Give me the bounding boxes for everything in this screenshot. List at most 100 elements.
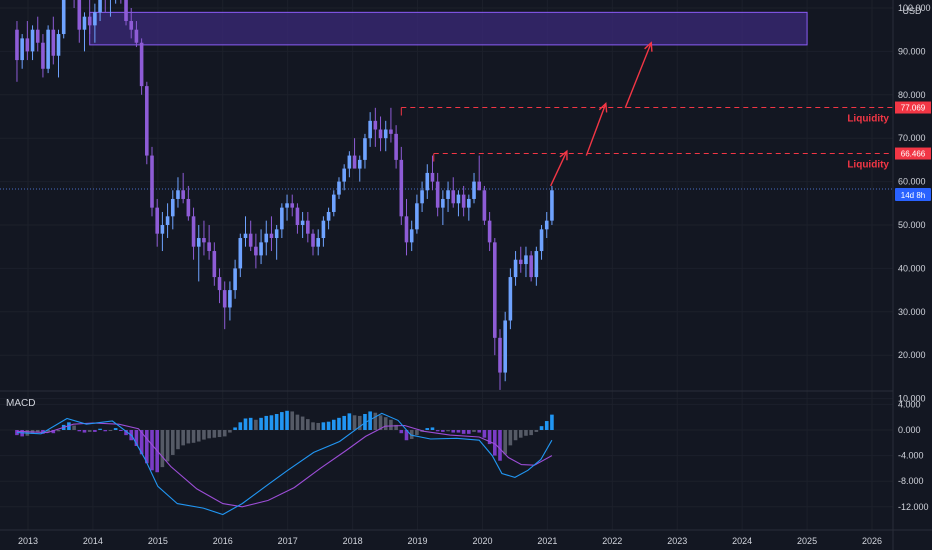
candle-body <box>93 12 97 26</box>
candle-body <box>539 229 544 252</box>
x-tick-label: 2024 <box>732 536 752 546</box>
x-tick-label: 2019 <box>408 536 428 546</box>
price-tick-label: 30.000 <box>898 307 926 317</box>
candle-down <box>51 16 56 65</box>
macd-histogram-bar <box>46 430 50 432</box>
candle-body <box>228 290 232 308</box>
candle-down <box>529 251 533 282</box>
candle-down <box>207 225 211 260</box>
candle-down <box>186 185 191 221</box>
price-tick-label: 40.000 <box>898 263 926 273</box>
macd-histogram-bar <box>160 430 165 468</box>
candle-body <box>524 255 528 265</box>
candle-body <box>420 190 424 204</box>
candle-body <box>243 233 248 239</box>
candle-up <box>368 112 372 147</box>
candle-up <box>508 268 513 330</box>
candle-body <box>139 42 144 87</box>
candle-body <box>342 168 346 182</box>
candle-up <box>337 177 341 199</box>
macd-title[interactable]: MACD <box>6 398 35 409</box>
candle-body <box>98 0 102 13</box>
candle-body <box>451 190 456 204</box>
candle-down <box>373 107 378 147</box>
candle-body <box>56 34 61 56</box>
macd-histogram-bar <box>35 430 40 433</box>
candle-body <box>461 194 466 208</box>
candle-body <box>238 238 243 269</box>
candle-body <box>222 290 227 308</box>
macd-histogram-bar <box>259 417 263 430</box>
candle-body <box>87 16 92 26</box>
macd-histogram-bar <box>103 430 108 432</box>
candle-body <box>20 38 24 61</box>
candle-body <box>134 29 139 43</box>
candle-body <box>383 129 388 139</box>
macd-histogram-bar <box>435 430 440 432</box>
liquidity-label: Liquidity <box>847 160 889 171</box>
candle-body <box>295 207 300 225</box>
macd-histogram-bar <box>544 421 549 430</box>
candle-down <box>378 116 383 152</box>
macd-histogram-bar <box>82 430 87 433</box>
x-tick-label: 2017 <box>278 536 298 546</box>
axes: 2013 2014 2015 2016 2017 2018 2019 2020 2021 2022… <box>18 3 931 546</box>
macd-histogram-bar <box>316 422 321 430</box>
projection-arrow-head <box>559 149 568 161</box>
candle-body <box>15 29 19 61</box>
macd-tick-label: 4.000 <box>898 399 921 409</box>
macd-histogram-bar <box>181 430 185 446</box>
candle-body <box>280 207 284 230</box>
candle-down <box>518 246 523 273</box>
candle-up <box>544 211 549 239</box>
candle-body <box>316 238 321 247</box>
candle-body <box>170 198 175 217</box>
candle-body <box>389 129 393 134</box>
x-tick-label: 2021 <box>537 536 557 546</box>
macd-tick-label: -12.000 <box>898 502 929 512</box>
candle-body <box>518 259 523 265</box>
macd-histogram-bar <box>280 412 284 430</box>
candle-body <box>321 220 326 239</box>
candle-down <box>104 0 106 13</box>
candle-up <box>342 164 346 191</box>
liquidity-tag-bg <box>895 147 931 160</box>
candle-up <box>321 216 326 247</box>
candle-body <box>285 203 289 208</box>
macd-histogram-bar <box>113 428 118 430</box>
macd-histogram-bar <box>217 430 222 438</box>
x-tick-label: 2023 <box>667 536 687 546</box>
macd-histogram-bar <box>228 430 232 433</box>
candle-up <box>264 220 269 256</box>
projection-arrow-shaft <box>624 42 652 109</box>
candle-up <box>56 29 61 78</box>
projection-arrow-shaft <box>549 150 568 187</box>
candle-body <box>233 268 237 291</box>
candle-body <box>363 138 367 160</box>
candle-body <box>207 242 211 252</box>
candle-body <box>534 251 539 278</box>
candle-up <box>383 120 388 152</box>
currency-label[interactable]: USD <box>902 6 922 16</box>
candle-down <box>352 138 357 169</box>
price-tick-label: 80.000 <box>898 90 926 100</box>
candle-body <box>124 0 128 22</box>
price-tick-label: 60.000 <box>898 177 926 187</box>
candle-down <box>404 198 409 256</box>
price-tick-label: 100.000 <box>898 3 931 13</box>
macd-histogram-bar <box>467 430 471 434</box>
candle-down <box>41 34 45 78</box>
signal-line <box>16 422 553 508</box>
candle-up <box>415 194 419 234</box>
macd-histogram-bar <box>394 424 398 430</box>
price-tick-label: 90.000 <box>898 46 926 56</box>
candle-body <box>191 216 196 247</box>
candle-body <box>529 255 533 278</box>
macd-histogram-bar <box>191 430 196 443</box>
macd-histogram-bar <box>352 415 357 430</box>
candle-body <box>498 337 502 373</box>
candle-body <box>30 29 35 52</box>
candle-down <box>435 172 440 217</box>
candle-body <box>274 229 279 239</box>
